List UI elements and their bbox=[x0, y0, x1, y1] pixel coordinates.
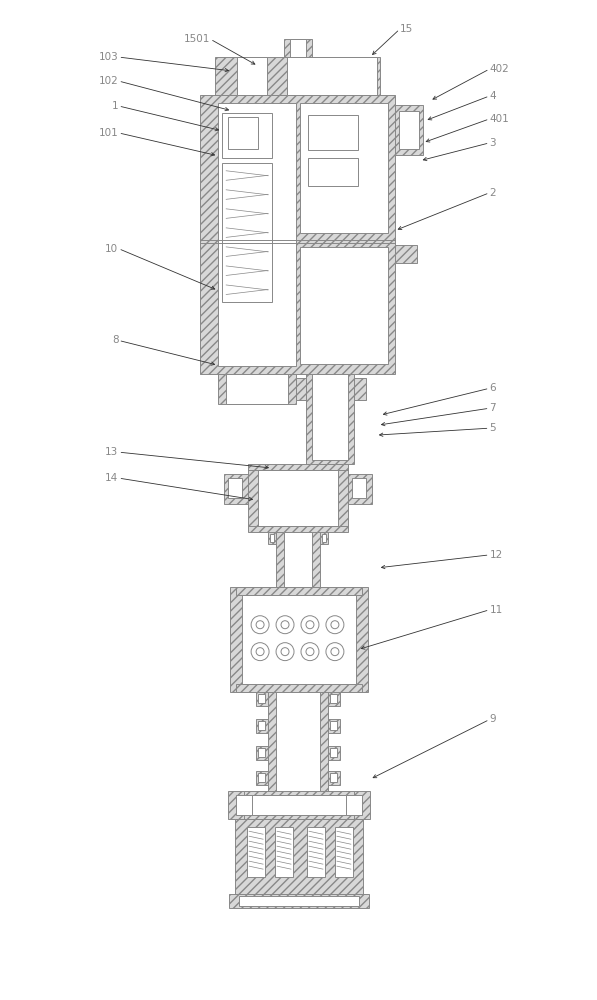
Bar bbox=[235, 819, 363, 894]
Bar bbox=[328, 719, 340, 733]
Text: 12: 12 bbox=[490, 550, 503, 560]
Bar bbox=[312, 374, 348, 460]
Bar bbox=[322, 534, 326, 542]
Bar bbox=[330, 694, 337, 703]
Bar bbox=[330, 773, 337, 782]
Bar bbox=[239, 896, 359, 906]
Bar bbox=[244, 791, 354, 819]
Bar bbox=[287, 57, 377, 95]
Bar bbox=[328, 746, 340, 760]
Bar bbox=[395, 105, 423, 155]
Bar bbox=[229, 894, 369, 908]
Bar bbox=[237, 57, 267, 95]
Text: 102: 102 bbox=[99, 76, 118, 86]
Text: 2: 2 bbox=[490, 188, 496, 198]
Bar bbox=[354, 378, 366, 400]
Bar bbox=[284, 532, 312, 587]
Bar bbox=[222, 113, 272, 158]
Bar bbox=[228, 791, 370, 819]
Bar bbox=[228, 117, 258, 149]
Bar bbox=[218, 103, 296, 366]
Bar bbox=[328, 692, 340, 706]
Bar bbox=[236, 684, 362, 692]
Bar bbox=[284, 39, 312, 57]
Bar bbox=[247, 827, 265, 877]
Bar bbox=[308, 115, 358, 150]
Bar bbox=[328, 771, 340, 785]
Bar bbox=[318, 378, 326, 433]
Bar bbox=[348, 474, 372, 504]
Bar bbox=[258, 773, 265, 782]
Bar bbox=[395, 245, 417, 263]
Bar bbox=[236, 587, 362, 595]
Bar bbox=[320, 532, 328, 544]
Bar bbox=[290, 39, 306, 57]
Text: 10: 10 bbox=[105, 244, 118, 254]
Bar bbox=[248, 464, 348, 532]
Bar bbox=[228, 478, 242, 498]
Bar bbox=[399, 111, 418, 149]
Bar bbox=[256, 771, 268, 785]
Text: 4: 4 bbox=[490, 91, 496, 101]
Bar bbox=[200, 95, 395, 374]
Bar bbox=[226, 374, 288, 404]
Bar bbox=[256, 692, 268, 706]
Bar bbox=[268, 692, 328, 791]
Text: 401: 401 bbox=[490, 114, 509, 124]
Bar bbox=[268, 532, 276, 544]
Bar bbox=[300, 247, 388, 364]
Bar bbox=[296, 378, 306, 400]
Bar bbox=[300, 103, 388, 233]
Bar bbox=[307, 827, 325, 877]
Bar bbox=[258, 470, 338, 526]
Bar bbox=[222, 163, 272, 302]
Bar bbox=[252, 795, 346, 815]
Text: 402: 402 bbox=[490, 64, 509, 74]
Bar bbox=[218, 374, 296, 404]
Bar bbox=[258, 721, 265, 730]
Bar bbox=[236, 795, 362, 815]
Text: 13: 13 bbox=[105, 447, 118, 457]
Text: 15: 15 bbox=[400, 24, 413, 34]
Text: 1501: 1501 bbox=[184, 34, 210, 44]
Bar bbox=[306, 374, 354, 464]
Bar bbox=[352, 478, 366, 498]
Bar bbox=[330, 721, 337, 730]
Bar bbox=[230, 587, 368, 692]
Bar bbox=[330, 748, 337, 757]
Text: 1: 1 bbox=[112, 101, 118, 111]
Text: 5: 5 bbox=[490, 423, 496, 433]
Text: 3: 3 bbox=[490, 138, 496, 148]
Text: 8: 8 bbox=[112, 335, 118, 345]
Text: 103: 103 bbox=[99, 52, 118, 62]
Text: 6: 6 bbox=[490, 383, 496, 393]
Bar bbox=[224, 474, 248, 504]
Bar bbox=[275, 827, 293, 877]
Bar bbox=[258, 694, 265, 703]
Bar bbox=[335, 827, 353, 877]
Bar bbox=[242, 595, 356, 684]
Text: 11: 11 bbox=[490, 605, 503, 615]
Bar bbox=[276, 692, 320, 791]
Bar bbox=[256, 719, 268, 733]
Text: 7: 7 bbox=[490, 403, 496, 413]
Bar bbox=[256, 746, 268, 760]
Bar bbox=[308, 158, 358, 186]
Text: 101: 101 bbox=[99, 128, 118, 138]
Text: 14: 14 bbox=[105, 473, 118, 483]
Bar bbox=[270, 534, 274, 542]
Bar bbox=[276, 532, 320, 587]
Bar bbox=[258, 748, 265, 757]
Text: 9: 9 bbox=[490, 714, 496, 724]
Bar bbox=[215, 57, 380, 95]
